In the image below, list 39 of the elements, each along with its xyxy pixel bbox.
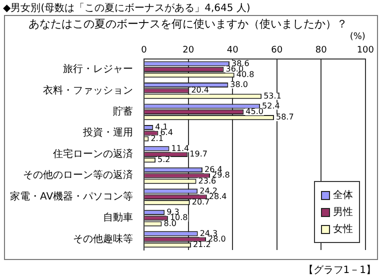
y-tick-label: 衣料・ファッション [43,84,134,96]
x-tick-label: 0 [141,46,148,56]
data-label: 21.2 [192,240,211,250]
chart-title: あなたはこの夏のボーナスを何に使いますか（使いましたか）？ [28,17,348,30]
data-label: 11.4 [171,144,190,153]
data-label: 38.6 [231,58,250,68]
y-tick-label: 自動車 [103,212,134,224]
data-label: 28.4 [208,192,227,201]
x-tick-label: 100 [356,46,374,56]
y-tick-label: その他のローン等の返済 [23,169,134,182]
x-axis-title: (%) [350,32,366,42]
legend-label: 男性 [333,206,353,219]
x-tick-label: 20 [182,46,194,56]
data-label: 2.1 [150,134,164,143]
x-tick-label: 80 [315,46,328,56]
y-tick-label: 貯蓄 [113,106,134,118]
data-label: 45.0 [246,106,264,116]
legend-label: 女性 [333,222,353,236]
legend-label: 全体 [333,189,353,202]
data-label: 58.7 [276,112,294,122]
text: 【グラフ1－1】 [303,264,376,277]
y-tick-label: 住宅ローンの返済 [53,148,134,160]
data-label: 20.4 [191,86,210,95]
data-label: 23.6 [198,176,216,186]
data-label: 53.1 [264,91,282,100]
y-tick-label: 家電・AV機器・パソコン等 [10,190,134,202]
data-label: 40.8 [236,70,254,80]
data-label: 52.4 [262,101,280,110]
x-tick-label: 40 [226,46,239,56]
chart-subtitle: ◆男女別(母数は「この夏にボーナスがある」4,645 人) [3,2,250,15]
x-tick-label: 60 [271,46,283,56]
data-label: 8.0 [164,218,176,228]
y-tick-label: 旅行・レジャー [63,63,134,76]
y-tick-label: 投資・運用 [82,126,134,139]
data-label: 5.2 [158,155,170,164]
data-label: 38.0 [230,80,248,90]
y-tick-label: その他趣味等 [73,232,134,245]
data-label: 19.7 [190,149,208,158]
data-label: 20.7 [192,198,210,207]
